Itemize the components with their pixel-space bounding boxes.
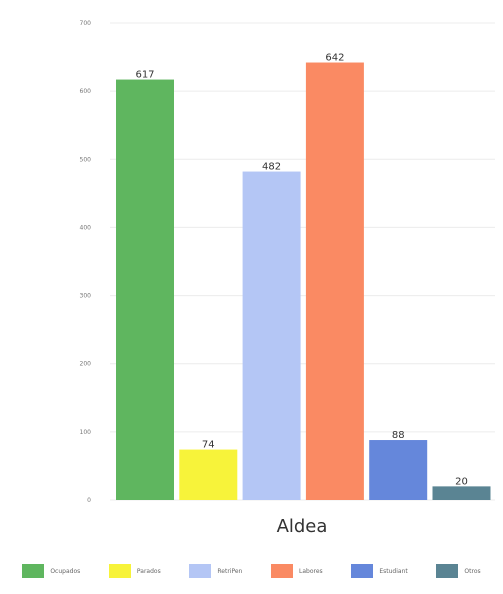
legend-label: Ocupados [50,567,81,575]
legend-item-ocupados: Ocupados [22,564,80,578]
data-label-ocupados: 617 [135,70,154,81]
legend-label: Labores [299,567,323,575]
legend-label: RetriPen [217,567,243,575]
legend-label: Parados [136,567,161,575]
bar-estudiant [369,440,428,500]
legend-item-parados: Parados [108,564,161,578]
y-tick-label: 300 [80,293,92,300]
legend: Ocupados Parados RetriPen Labores Estudiant O… [0,556,503,586]
gridlines [110,22,495,501]
bar-labores [305,62,364,500]
legend-item-estudiant: Estudiant [351,564,408,578]
y-tick-label: 200 [80,361,92,368]
legend-swatch [436,564,459,578]
legend-item-labores: Labores [271,564,323,578]
data-label-estudiant: 88 [392,430,405,441]
bar-otros [432,486,491,500]
legend-item-retripen: RetriPen [189,564,242,578]
legend-swatch [271,564,294,578]
data-labels: 617 74 482 642 88 20 [135,53,467,488]
y-tick-label: 700 [80,20,92,27]
y-axis-ticks: 0 100 200 300 400 500 600 700 [80,20,92,504]
legend-swatch [351,564,374,578]
bar-retripen [242,171,301,500]
bars [116,62,491,501]
y-tick-label: 500 [80,156,92,163]
bar-ocupados [116,79,174,501]
y-tick-label: 0 [87,497,91,504]
y-tick-label: 100 [80,429,92,436]
legend-item-otros: Otros [436,564,481,578]
data-label-parados: 74 [202,440,215,451]
legend-label: Otros [464,567,481,575]
legend-swatch [189,564,212,578]
legend-swatch [108,564,131,578]
x-axis-label: Aldea [277,516,328,537]
y-tick-label: 600 [80,88,92,95]
legend-swatch [22,564,45,578]
y-tick-label: 400 [80,224,92,231]
data-label-otros: 20 [455,476,468,487]
legend-label: Estudiant [379,567,408,575]
data-label-labores: 642 [325,53,344,64]
bar-parados [179,449,238,500]
data-label-retripen: 482 [262,162,281,173]
